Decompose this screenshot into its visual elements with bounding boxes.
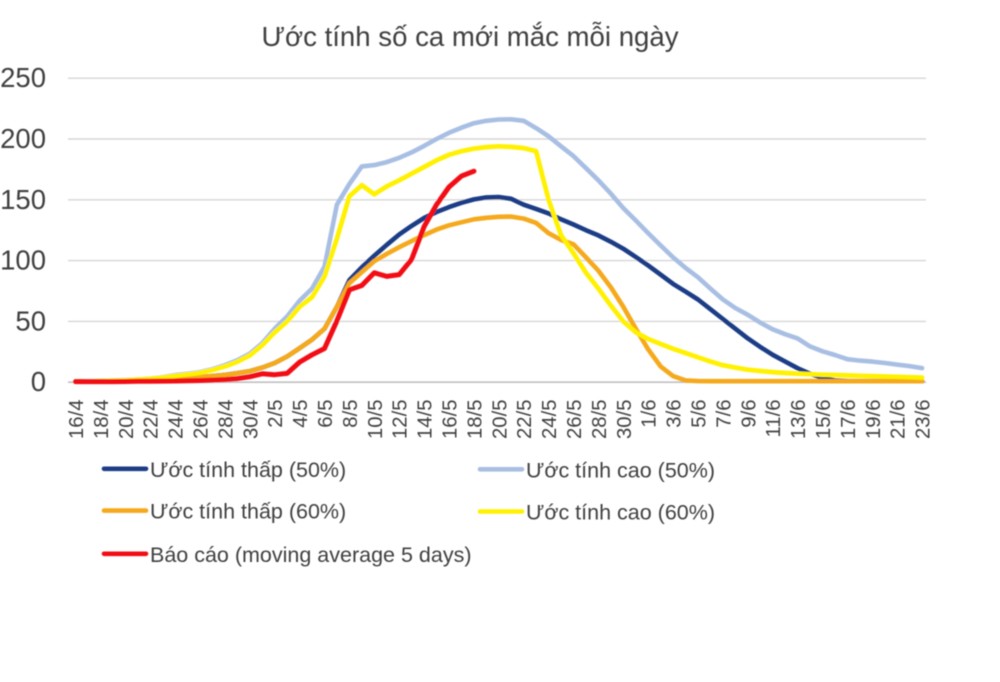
svg-text:Báo cáo (moving average 5 days: Báo cáo (moving average 5 days) (150, 543, 471, 567)
svg-text:19/6: 19/6 (863, 400, 885, 439)
svg-text:16/4: 16/4 (66, 400, 88, 439)
svg-text:21/6: 21/6 (888, 400, 910, 439)
svg-text:250: 250 (0, 62, 46, 93)
svg-text:8/5: 8/5 (340, 400, 362, 428)
svg-text:26/4: 26/4 (191, 400, 213, 439)
svg-text:22/5: 22/5 (514, 400, 536, 439)
svg-text:24/5: 24/5 (539, 400, 561, 439)
svg-text:5/6: 5/6 (689, 400, 711, 428)
svg-text:18/5: 18/5 (464, 400, 486, 439)
svg-text:0: 0 (31, 366, 46, 397)
svg-text:2/5: 2/5 (265, 400, 287, 428)
svg-text:1/6: 1/6 (639, 400, 661, 428)
svg-text:22/4: 22/4 (141, 400, 163, 439)
svg-text:28/5: 28/5 (589, 400, 611, 439)
svg-text:Ước tính thấp (50%): Ước tính thấp (50%) (150, 458, 346, 482)
svg-text:17/6: 17/6 (838, 400, 860, 439)
svg-text:26/5: 26/5 (564, 400, 586, 439)
svg-text:30/5: 30/5 (614, 400, 636, 439)
svg-text:28/4: 28/4 (215, 400, 237, 439)
svg-text:24/4: 24/4 (166, 400, 188, 439)
svg-text:100: 100 (0, 245, 46, 276)
svg-text:30/4: 30/4 (240, 400, 262, 439)
svg-text:Ước tính thấp (60%): Ước tính thấp (60%) (150, 500, 346, 524)
svg-text:12/5: 12/5 (390, 400, 412, 439)
svg-text:20/5: 20/5 (489, 400, 511, 439)
svg-text:23/6: 23/6 (913, 400, 935, 439)
svg-text:13/6: 13/6 (788, 400, 810, 439)
svg-text:7/6: 7/6 (713, 400, 735, 428)
svg-text:Ước tính số ca mới mắc mỗi ngà: Ước tính số ca mới mắc mỗi ngày (261, 21, 678, 52)
svg-text:14/5: 14/5 (415, 400, 437, 439)
svg-text:15/6: 15/6 (813, 400, 835, 439)
svg-text:11/6: 11/6 (763, 400, 785, 438)
svg-text:16/5: 16/5 (440, 400, 462, 439)
svg-text:4/5: 4/5 (290, 400, 312, 428)
svg-text:9/6: 9/6 (738, 400, 760, 428)
svg-text:3/6: 3/6 (664, 400, 686, 428)
svg-text:Ước tính cao (60%): Ước tính cao (60%) (526, 501, 715, 525)
svg-text:150: 150 (0, 184, 46, 215)
svg-text:6/5: 6/5 (315, 400, 337, 428)
svg-text:10/5: 10/5 (365, 400, 387, 439)
svg-text:20/4: 20/4 (116, 400, 138, 439)
svg-text:Ước tính cao (50%): Ước tính cao (50%) (526, 458, 715, 482)
svg-text:18/4: 18/4 (91, 400, 113, 439)
svg-text:200: 200 (0, 123, 46, 154)
svg-text:50: 50 (15, 305, 46, 336)
